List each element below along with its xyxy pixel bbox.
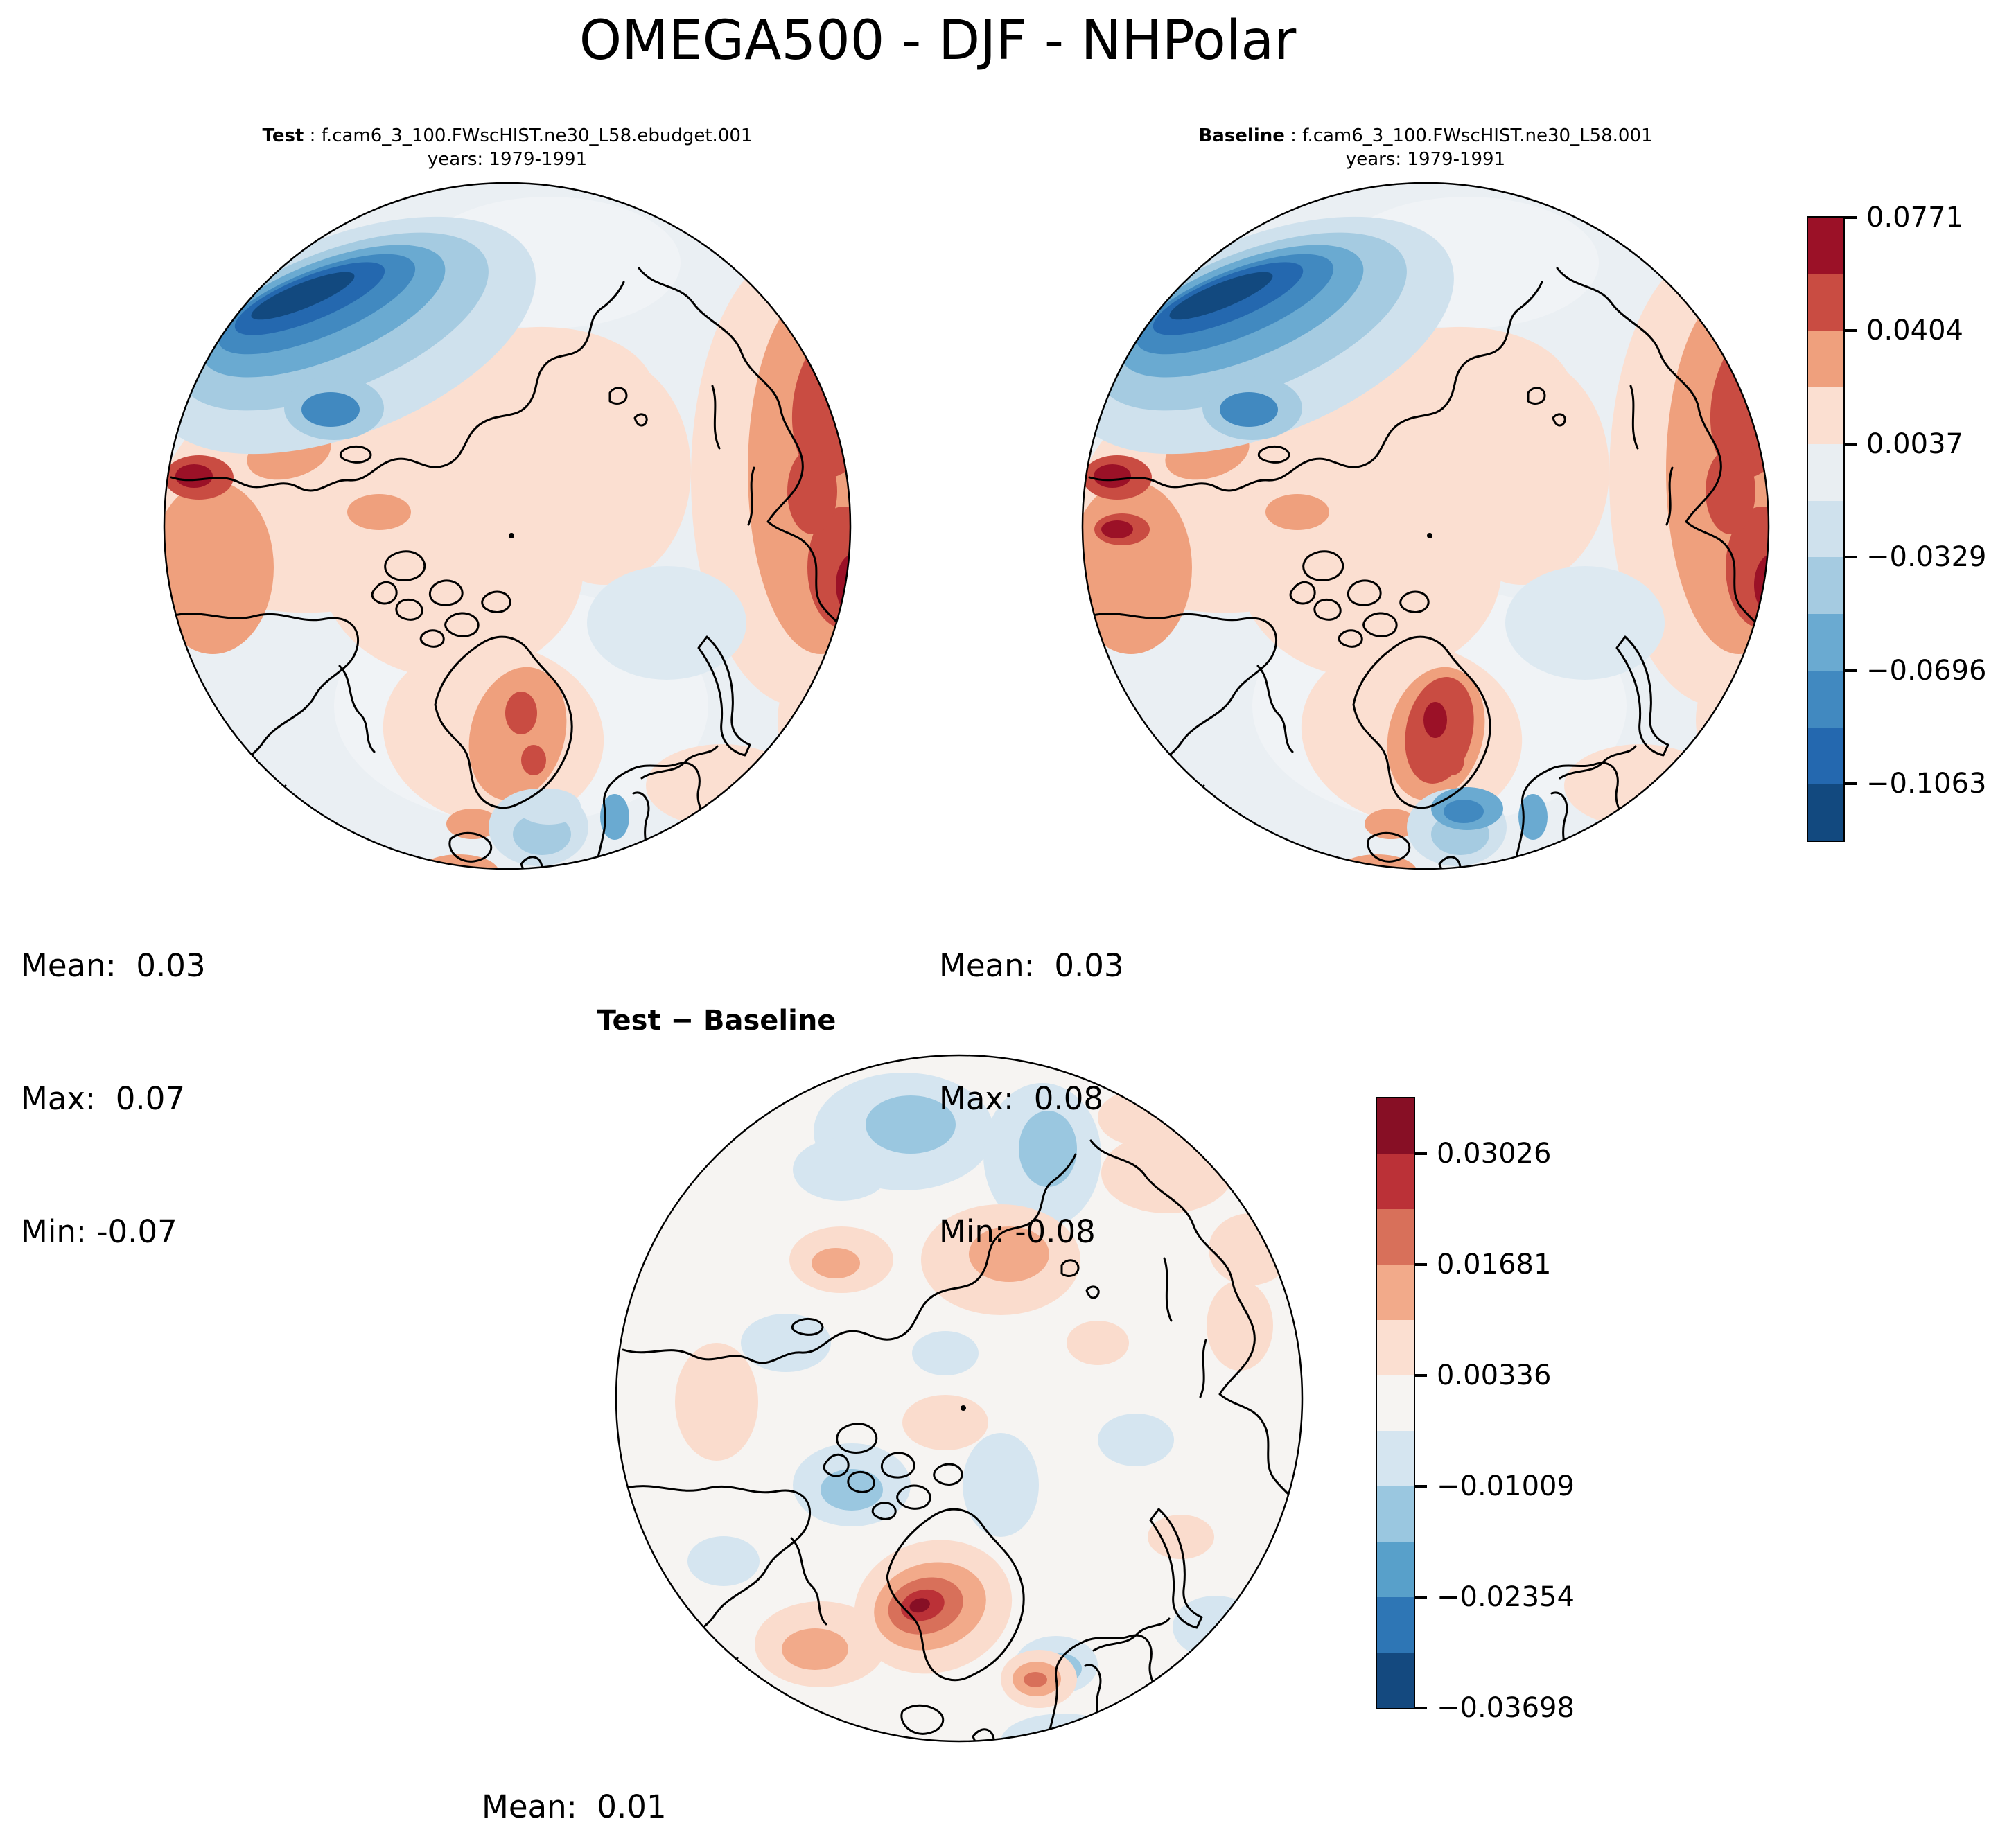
colorbar-tick [1843,442,1857,446]
stat-min: Min: -0.07 [21,1213,177,1250]
map-diff-panel [615,1054,1304,1743]
colorbar-tick [1414,1262,1427,1266]
colorbar-segment [1808,387,1843,444]
map-test-panel [163,182,852,870]
subtitle-baseline: Baseline : f.cam6_3_100.FWscHIST.ne30_L5… [1093,124,1758,171]
subtitle-test: Test : f.cam6_3_100.FWscHIST.ne30_L58.eb… [175,124,840,171]
stat-max: Max: 0.07 [21,1080,185,1117]
colorbar-segment [1377,1154,1414,1209]
colorbar-segment [1377,1265,1414,1320]
colorbar-segment [1808,784,1843,841]
colorbar-tick-label: 0.01681 [1437,1248,1552,1281]
colorbar-main: 0.0771 0.0404 0.0037 −0.0329 −0.0696 −0.1063 [1807,202,1986,842]
colorbar-segment [1808,557,1843,615]
colorbar-segment [1377,1375,1414,1431]
colorbar-tick-label: −0.01009 [1437,1470,1575,1503]
diff-max-anomaly-spot [854,1540,1013,1674]
stats-test: Mean: 0.03 Max: 0.07 Min: -0.07 [21,855,206,1343]
colorbar-tick-label: 0.0404 [1866,315,1963,347]
colorbar-segment [1377,1486,1414,1542]
colorbar-segment [1808,274,1843,331]
colorbar-tick-label: −0.02354 [1437,1581,1575,1614]
stats-baseline: Mean: 0.03 Max: 0.08 Min: -0.08 [939,855,1124,1343]
colorbar-segment [1377,1320,1414,1375]
colorbar-segment [1808,500,1843,558]
subtitle-test-case: Test : f.cam6_3_100.FWscHIST.ne30_L58.eb… [262,125,753,146]
stat-min: Min: -0.08 [939,1213,1096,1250]
stat-mean: Mean: 0.03 [939,947,1124,984]
colorbar-tick-label: 0.0037 [1866,428,1963,460]
colorbar-tick [1414,1485,1427,1488]
stat-mean: Mean: 0.03 [21,947,206,984]
colorbar-segment [1377,1542,1414,1597]
colorbar-segment [1377,1597,1414,1653]
map-test-field [164,183,850,869]
stat-mean: Mean: 0.01 [482,1788,667,1825]
colorbar-tick-label: 0.03026 [1437,1137,1552,1170]
colorbar-tick [1843,556,1857,559]
colorbar-segment [1808,614,1843,671]
subtitle-test-years: years: 1979-1991 [427,149,588,170]
colorbar-segment [1377,1209,1414,1265]
colorbar-segment [1808,331,1843,388]
map-baseline-field [1083,183,1769,869]
colorbar-tick-label: 0.0771 [1866,202,1963,234]
colorbar-segment [1808,443,1843,501]
colorbar-tick [1414,1152,1427,1155]
colorbar-tick [1414,1596,1427,1599]
subtitle-baseline-case: Baseline : f.cam6_3_100.FWscHIST.ne30_L5… [1198,125,1653,146]
map-boundary-circle [1081,182,1770,870]
colorbar-segment [1808,218,1843,274]
colorbar-tick-label: 0.00336 [1437,1359,1552,1391]
map-boundary-circle [615,1054,1304,1743]
colorbar-segment [1377,1653,1414,1708]
colorbar-tick [1414,1707,1427,1709]
diff-panel-title: Test − Baseline [597,1005,836,1037]
colorbar-segment [1377,1098,1414,1154]
stats-diff: Mean: 0.01 Max: 0.02 Min: -0.02 [482,1710,667,1848]
colorbar-tick [1414,1373,1427,1377]
colorbar-segment [1377,1431,1414,1486]
colorbar-tick-label: −0.03698 [1437,1692,1575,1724]
colorbar-tick-label: −0.0329 [1866,541,1987,574]
colorbar-segment [1808,727,1843,784]
map-boundary-circle [163,182,852,870]
colorbar-tick [1843,329,1857,333]
colorbar-tick [1843,782,1857,786]
map-baseline-panel [1081,182,1770,870]
colorbar-diff: 0.03026 0.01681 0.00336 −0.01009 −0.02354 −0.… [1376,1097,1575,1724]
colorbar-tick-label: −0.1063 [1866,768,1987,800]
subtitle-baseline-years: years: 1979-1991 [1345,149,1506,170]
stat-max: Max: 0.08 [939,1080,1103,1117]
colorbar-tick-label: −0.0696 [1866,654,1987,687]
colorbar-tick [1843,669,1857,672]
colorbar-segment [1808,670,1843,728]
colorbar-tick [1843,216,1857,219]
figure-title: OMEGA500 - DJF - NHPolar [579,10,1297,72]
